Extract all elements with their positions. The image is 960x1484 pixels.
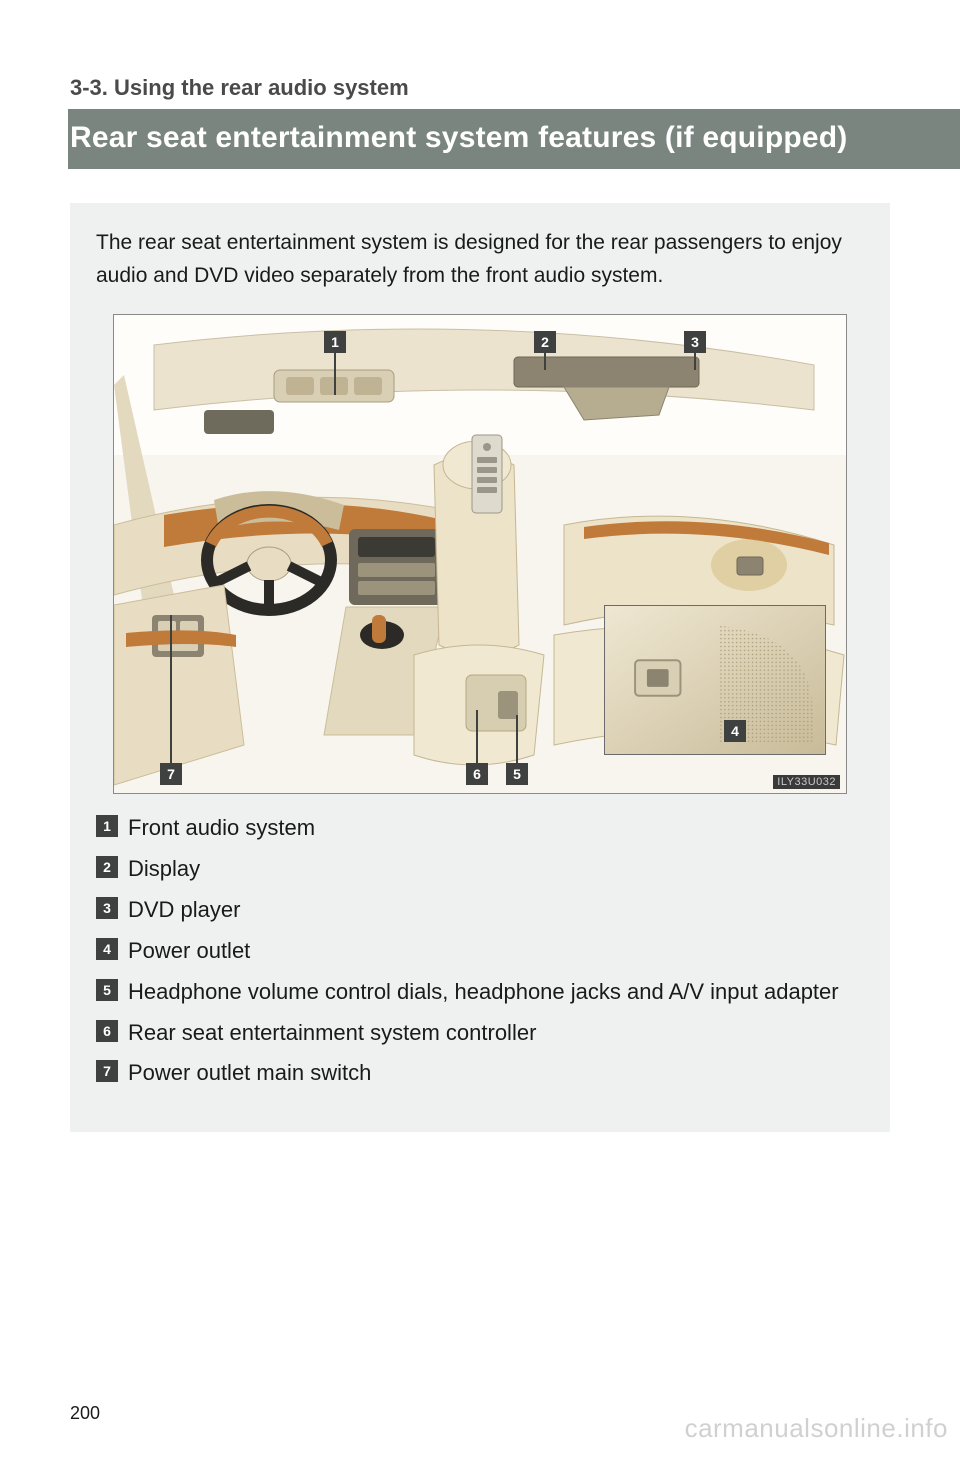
content-box: The rear seat entertainment system is de…	[70, 203, 890, 1132]
legend-number-icon: 3	[96, 897, 118, 919]
legend-text: Power outlet main switch	[128, 1057, 371, 1089]
diagram-callout: 5	[506, 763, 528, 785]
legend-number-icon: 7	[96, 1060, 118, 1082]
legend-text: Headphone volume control dials, headphon…	[128, 976, 839, 1008]
interior-diagram: ILY33U032 1 2 3 4 56 7	[113, 314, 847, 794]
diagram-callout: 2	[534, 331, 556, 353]
page-title: Rear seat entertainment system features …	[68, 109, 960, 169]
diagram-callout: 4	[724, 720, 746, 742]
diagram-callout: 6	[466, 763, 488, 785]
legend-text: Rear seat entertainment system controlle…	[128, 1017, 536, 1049]
callout-leader	[170, 615, 172, 774]
legend-row: 6 Rear seat entertainment system controll…	[96, 1017, 864, 1049]
image-code: ILY33U032	[773, 775, 840, 789]
legend-text: DVD player	[128, 894, 240, 926]
legend-row: 1 Front audio system	[96, 812, 864, 844]
legend-text: Power outlet	[128, 935, 250, 967]
diagram-callout: 3	[684, 331, 706, 353]
legend-row: 5 Headphone volume control dials, headpho…	[96, 976, 864, 1008]
legend-list: 1Front audio system2Display3DVD player4P…	[96, 812, 864, 1089]
legend-number-icon: 6	[96, 1020, 118, 1042]
diagram-inset	[604, 605, 826, 755]
intro-paragraph: The rear seat entertainment system is de…	[96, 227, 864, 292]
legend-number-icon: 1	[96, 815, 118, 837]
diagram-callout: 7	[160, 763, 182, 785]
legend-text: Display	[128, 853, 200, 885]
watermark: carmanualsonline.info	[685, 1413, 948, 1444]
inset-svg	[605, 606, 825, 754]
legend-row: 7 Power outlet main switch	[96, 1057, 864, 1089]
legend-row: 4 Power outlet	[96, 935, 864, 967]
legend-text: Front audio system	[128, 812, 315, 844]
legend-number-icon: 5	[96, 979, 118, 1001]
section-number: 3-3. Using the rear audio system	[70, 75, 890, 101]
legend-row: 2 Display	[96, 853, 864, 885]
diagram-callout: 1	[324, 331, 346, 353]
legend-number-icon: 4	[96, 938, 118, 960]
page-number: 200	[70, 1403, 100, 1424]
legend-row: 3 DVD player	[96, 894, 864, 926]
legend-number-icon: 2	[96, 856, 118, 878]
